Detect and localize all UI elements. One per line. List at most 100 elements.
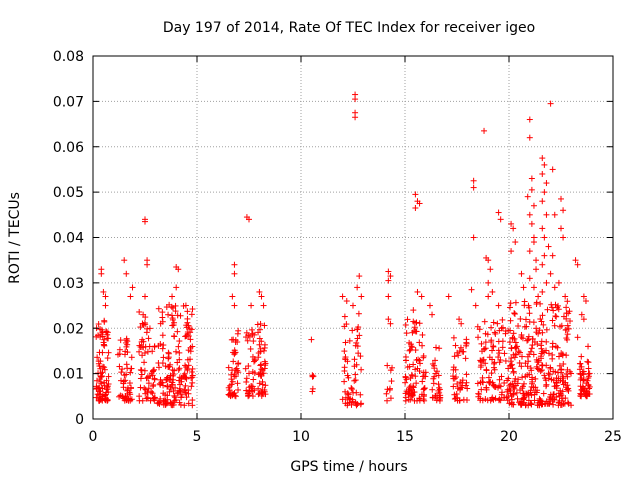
data-point (530, 319, 537, 326)
data-point (483, 384, 490, 391)
data-point (495, 347, 502, 354)
data-point (155, 364, 162, 371)
data-point (534, 340, 541, 347)
data-point (168, 312, 175, 319)
data-point (136, 308, 143, 315)
data-point (247, 345, 254, 352)
data-point (174, 328, 181, 335)
data-point (506, 362, 513, 369)
data-point (173, 284, 180, 291)
data-point (251, 370, 258, 377)
data-point (556, 362, 563, 369)
data-point (99, 385, 106, 392)
data-point (118, 369, 125, 376)
data-point (533, 299, 540, 306)
data-point (549, 166, 556, 173)
data-point (348, 386, 355, 393)
data-point (137, 324, 144, 331)
data-point (412, 347, 419, 354)
data-point (228, 381, 235, 388)
data-point (185, 400, 192, 407)
data-point (412, 373, 419, 380)
data-point (432, 357, 439, 364)
data-point (507, 317, 514, 324)
data-point (580, 371, 587, 378)
data-point (508, 345, 515, 352)
data-point (544, 306, 551, 313)
data-point (485, 374, 492, 381)
data-point (257, 348, 264, 355)
data-point (255, 329, 262, 336)
data-point (550, 307, 557, 314)
data-point (539, 170, 546, 177)
data-point (495, 302, 502, 309)
data-point (116, 350, 123, 357)
data-point (123, 395, 130, 402)
data-point (429, 360, 436, 367)
data-point (496, 376, 503, 383)
data-point (475, 393, 482, 400)
data-point (189, 397, 196, 404)
data-point (142, 343, 149, 350)
data-point (160, 382, 167, 389)
data-point (97, 378, 104, 385)
data-point (144, 374, 151, 381)
data-point (450, 383, 457, 390)
data-point (252, 357, 259, 364)
data-point (528, 401, 535, 408)
data-point (351, 377, 358, 384)
data-point (577, 390, 584, 397)
data-point (574, 334, 581, 341)
data-point (436, 345, 443, 352)
data-point (537, 300, 544, 307)
data-point (155, 399, 162, 406)
data-point (171, 397, 178, 404)
data-point (309, 388, 316, 395)
data-point (539, 348, 546, 355)
data-point (353, 389, 360, 396)
data-point (525, 392, 532, 399)
data-point (585, 343, 592, 350)
data-point (235, 386, 242, 393)
data-point (498, 391, 505, 398)
data-point (540, 321, 547, 328)
data-point (542, 400, 549, 407)
data-point (127, 397, 134, 404)
data-point (189, 402, 196, 409)
data-point (349, 398, 356, 405)
data-point (556, 393, 563, 400)
y-tick-label: 0.07 (53, 94, 84, 110)
data-point (101, 336, 108, 343)
data-point (254, 321, 261, 328)
data-point (105, 335, 112, 342)
data-point (468, 286, 475, 293)
data-point (177, 381, 184, 388)
data-point (248, 383, 255, 390)
data-point (187, 329, 194, 336)
data-point (530, 202, 537, 209)
data-point (243, 378, 250, 385)
data-point (558, 322, 565, 329)
data-point (520, 284, 527, 291)
data-point (402, 397, 409, 404)
data-points (93, 91, 593, 409)
data-point (345, 391, 352, 398)
data-point (310, 373, 317, 380)
data-point (150, 381, 157, 388)
data-point (354, 343, 361, 350)
data-point (417, 395, 424, 402)
data-point (554, 369, 561, 376)
data-point (99, 369, 106, 376)
data-point (182, 382, 189, 389)
data-point (355, 310, 362, 317)
data-point (157, 340, 164, 347)
data-point (515, 348, 522, 355)
data-point (542, 377, 549, 384)
data-point (524, 363, 531, 370)
data-point (530, 239, 537, 246)
data-point (144, 394, 151, 401)
data-point (558, 366, 565, 373)
data-point (436, 384, 443, 391)
data-point (188, 368, 195, 375)
data-point (526, 310, 533, 317)
